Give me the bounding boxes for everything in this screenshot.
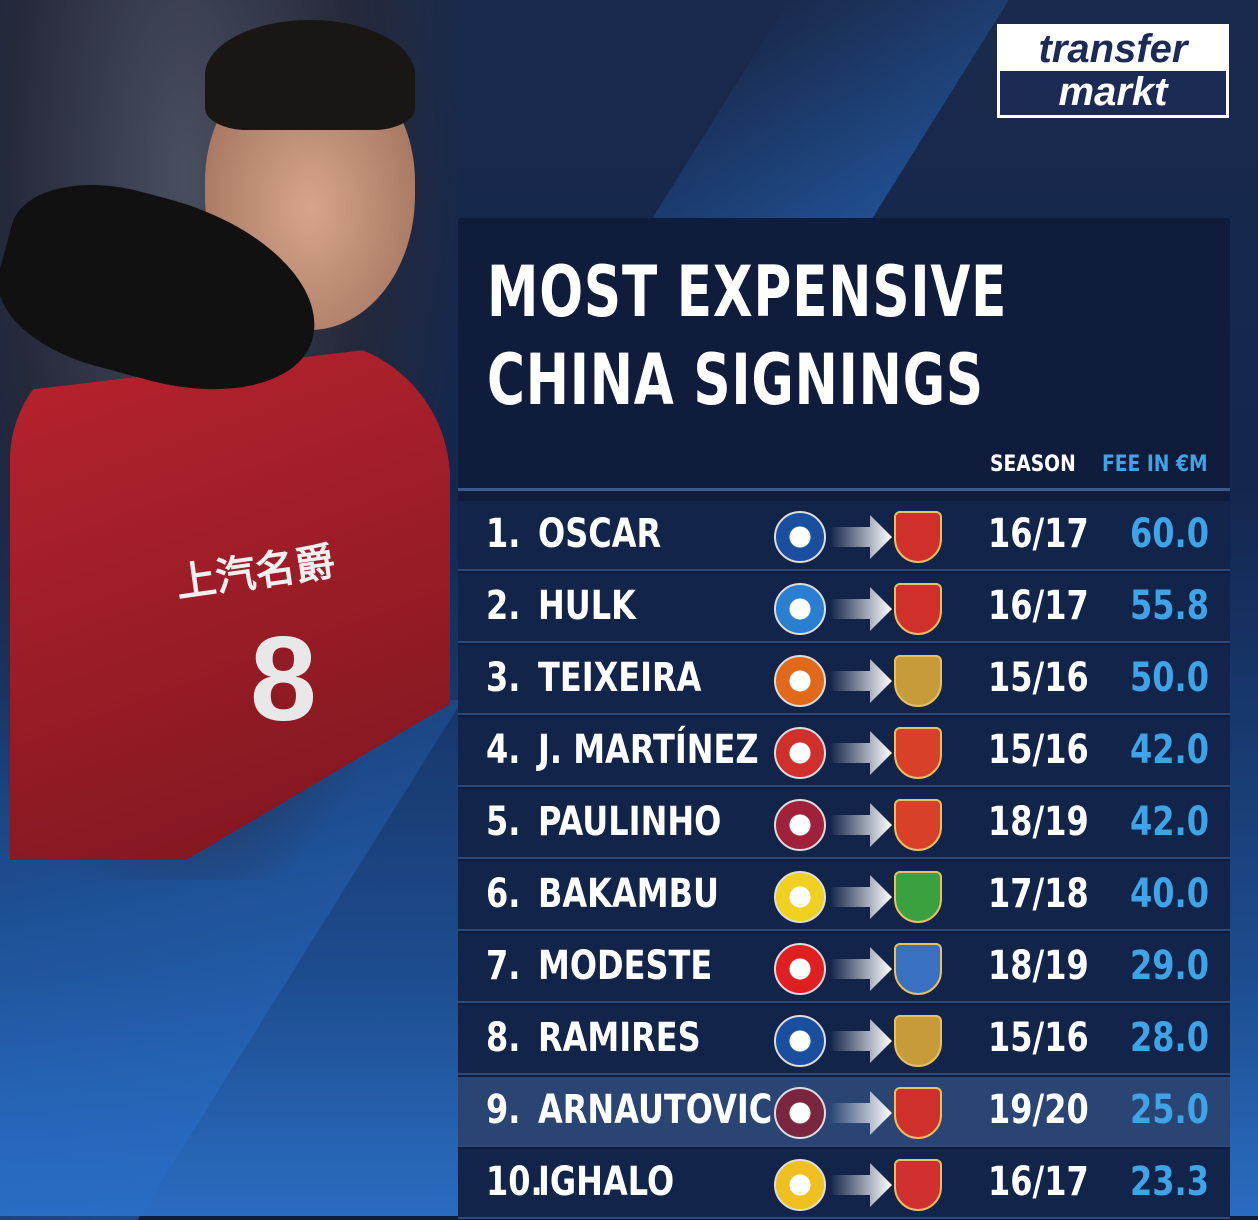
logo-line1: transfer (1000, 27, 1226, 71)
beijing-guoan-crest-icon (894, 871, 942, 923)
table-row: 2. HULK 16/17 55.8 (458, 573, 1230, 643)
arrow-right-icon (830, 947, 892, 991)
rank: 2. (486, 583, 521, 629)
arrow-right-icon (830, 803, 892, 847)
fee: 28.0 (1130, 1015, 1209, 1061)
shanghai-sipg-crest-icon (894, 1087, 942, 1139)
fee: 25.0 (1130, 1087, 1209, 1133)
barcelona-crest-icon (774, 799, 826, 851)
player-name: BAKAMBU (538, 871, 719, 917)
chelsea-crest-icon (774, 511, 826, 563)
rank: 1. (486, 511, 521, 557)
fee: 60.0 (1130, 511, 1209, 557)
rank: 3. (486, 655, 521, 701)
fee-header: FEE IN €M (1102, 452, 1208, 477)
zenit-crest-icon (774, 583, 826, 635)
season: 18/19 (988, 799, 1089, 845)
table-row: 10. IGHALO 16/17 23.3 (458, 1149, 1230, 1219)
player-name: OSCAR (538, 511, 662, 557)
tianjin-quanjian-crest-icon (894, 943, 942, 995)
player-name: ARNAUTOVIC (538, 1087, 773, 1133)
player-name: HULK (538, 583, 636, 629)
season: 15/16 (988, 1015, 1089, 1061)
fee: 29.0 (1130, 943, 1209, 989)
title-line2: CHINA SIGNINGS (487, 339, 984, 421)
table-row: 7. MODESTE 18/19 29.0 (458, 933, 1230, 1003)
shanghai-sipg-crest-icon (894, 511, 942, 563)
player-name: MODESTE (538, 943, 713, 989)
player-name: RAMIRES (538, 1015, 701, 1061)
koln-crest-icon (774, 943, 826, 995)
season-header: SEASON (990, 452, 1076, 477)
jiangsu-suning-crest-icon (894, 1015, 942, 1067)
title-line1: MOST EXPENSIVE (487, 251, 1008, 333)
arrow-right-icon (830, 1163, 892, 1207)
villarreal-crest-icon (774, 871, 826, 923)
rank: 8. (486, 1015, 521, 1061)
arrow-right-icon (830, 731, 892, 775)
arrow-right-icon (830, 515, 892, 559)
fee: 40.0 (1130, 871, 1209, 917)
table-row: 8. RAMIRES 15/16 28.0 (458, 1005, 1230, 1075)
fee: 42.0 (1130, 727, 1209, 773)
transfermarkt-logo: transfer markt (997, 24, 1229, 118)
player-photo: 上汽名爵 8 (0, 0, 460, 880)
season: 16/17 (988, 1159, 1089, 1205)
atletico-madrid-crest-icon (774, 727, 826, 779)
arrow-right-icon (830, 659, 892, 703)
table-row: 3. TEIXEIRA 15/16 50.0 (458, 645, 1230, 715)
player-hair (205, 20, 415, 130)
table-row: 4. J. MARTÍNEZ 15/16 42.0 (458, 717, 1230, 787)
changchun-yatai-crest-icon (894, 1159, 942, 1211)
page-title: MOST EXPENSIVE CHINA SIGNINGS (487, 248, 1007, 424)
logo-line2: markt (1000, 71, 1226, 115)
shakhtar-crest-icon (774, 655, 826, 707)
arrow-right-icon (830, 875, 892, 919)
rank: 7. (486, 943, 521, 989)
rank: 4. (486, 727, 521, 773)
shirt-number: 8 (250, 612, 317, 746)
player-name: IGHALO (538, 1159, 675, 1205)
rank: 9. (486, 1087, 521, 1133)
chelsea-crest-icon (774, 1015, 826, 1067)
table-row: 5. PAULINHO 18/19 42.0 (458, 789, 1230, 859)
table-row: 6. BAKAMBU 17/18 40.0 (458, 861, 1230, 931)
season: 19/20 (988, 1087, 1089, 1133)
season: 17/18 (988, 871, 1089, 917)
rank: 6. (486, 871, 521, 917)
player-name: PAULINHO (538, 799, 722, 845)
fee: 55.8 (1130, 583, 1209, 629)
season: 16/17 (988, 583, 1089, 629)
shanghai-sipg-crest-icon (894, 583, 942, 635)
season: 15/16 (988, 727, 1089, 773)
player-name: J. MARTÍNEZ (538, 727, 759, 773)
table-row: 9. ARNAUTOVIC 19/20 25.0 (458, 1077, 1230, 1147)
arrow-right-icon (830, 1091, 892, 1135)
rank: 10. (486, 1159, 543, 1205)
fee: 23.3 (1130, 1159, 1209, 1205)
west-ham-crest-icon (774, 1087, 826, 1139)
season: 16/17 (988, 511, 1089, 557)
guangzhou-evergrande-crest-icon (894, 799, 942, 851)
header-divider (458, 488, 1230, 491)
guangzhou-evergrande-crest-icon (894, 727, 942, 779)
fee: 42.0 (1130, 799, 1209, 845)
arrow-right-icon (830, 587, 892, 631)
fee: 50.0 (1130, 655, 1209, 701)
rank: 5. (486, 799, 521, 845)
season: 15/16 (988, 655, 1089, 701)
jiangsu-suning-crest-icon (894, 655, 942, 707)
arrow-right-icon (830, 1019, 892, 1063)
player-name: TEIXEIRA (538, 655, 702, 701)
table-row: 1. OSCAR 16/17 60.0 (458, 501, 1230, 571)
watford-crest-icon (774, 1159, 826, 1211)
season: 18/19 (988, 943, 1089, 989)
